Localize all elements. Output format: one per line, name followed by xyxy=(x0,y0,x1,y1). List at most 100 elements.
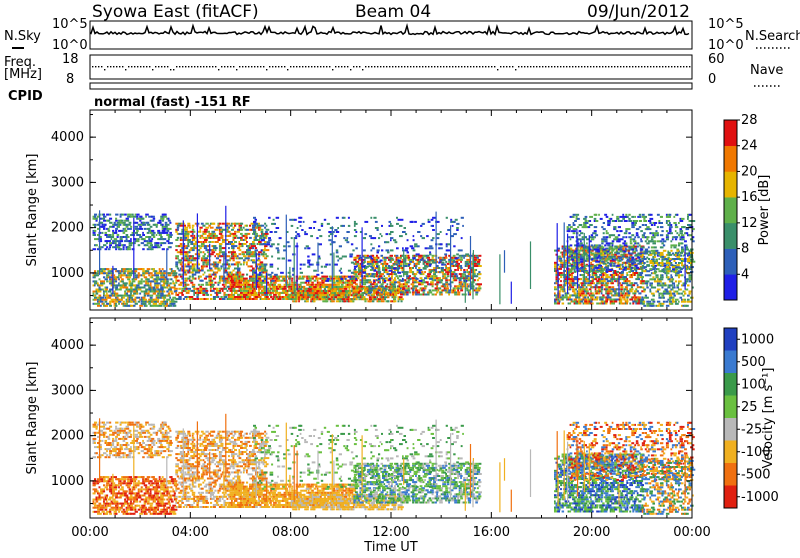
power-cell xyxy=(229,232,233,235)
power-cell xyxy=(234,273,237,276)
power-cell xyxy=(334,286,337,288)
power-cell xyxy=(391,283,393,286)
power-cell xyxy=(163,276,165,279)
power-cell xyxy=(478,265,482,267)
power-cell xyxy=(467,260,471,263)
power-cell xyxy=(157,246,161,249)
freq-point xyxy=(353,66,355,68)
power-cell xyxy=(427,220,431,223)
power-cell xyxy=(237,236,240,239)
power-cell xyxy=(554,270,557,272)
power-cell xyxy=(454,263,457,266)
power-cell xyxy=(252,261,255,264)
power-cell xyxy=(247,251,251,254)
power-cell xyxy=(368,255,372,258)
power-cell xyxy=(557,249,560,252)
power-cell xyxy=(445,245,448,248)
freq-point xyxy=(200,66,202,68)
power-cell xyxy=(232,296,235,298)
power-cell xyxy=(570,286,575,289)
power-cell xyxy=(256,273,259,276)
power-cell xyxy=(351,285,355,288)
power-cell xyxy=(190,289,193,292)
power-cell xyxy=(224,271,228,274)
freq-point xyxy=(395,66,397,68)
power-cell xyxy=(252,224,255,227)
power-cell xyxy=(196,296,199,298)
power-cell xyxy=(358,269,362,272)
power-cell xyxy=(379,281,381,284)
power-cell xyxy=(434,279,437,282)
power-cell xyxy=(390,265,394,268)
power-cell xyxy=(558,272,561,274)
power-cell xyxy=(176,236,180,239)
power-cell xyxy=(440,293,443,296)
power-cell xyxy=(237,255,239,258)
power-cell xyxy=(403,257,406,260)
power-cell xyxy=(460,260,462,263)
power-cell xyxy=(341,255,344,258)
power-cell xyxy=(618,259,622,262)
power-cell xyxy=(148,229,151,232)
power-cell xyxy=(367,294,370,297)
power-cell xyxy=(343,275,346,278)
power-cell xyxy=(157,300,160,303)
power-cell xyxy=(146,242,150,245)
freq-point xyxy=(671,66,673,68)
power-cell xyxy=(194,236,197,239)
power-cell xyxy=(237,283,241,286)
power-cell xyxy=(445,256,448,259)
power-cell xyxy=(605,259,608,262)
power-cell xyxy=(404,258,407,261)
power-cell xyxy=(427,256,430,259)
power-cell xyxy=(596,290,600,293)
power-cell xyxy=(271,277,275,280)
power-cell xyxy=(383,262,388,265)
power-cell xyxy=(382,262,384,265)
power-cell xyxy=(185,234,190,237)
power-cell xyxy=(253,277,256,280)
power-cell xyxy=(184,234,187,237)
power-cell xyxy=(320,290,323,293)
power-cell xyxy=(410,267,413,269)
power-cell xyxy=(173,290,176,293)
power-cell xyxy=(307,298,310,301)
power-cell xyxy=(179,251,183,254)
power-cell xyxy=(379,292,382,295)
power-cell xyxy=(217,269,221,272)
power-cell xyxy=(328,288,331,291)
power-cell xyxy=(404,285,408,288)
power-cell xyxy=(560,288,563,291)
power-cell xyxy=(275,247,279,250)
freq-point xyxy=(536,66,538,68)
power-cell xyxy=(578,290,582,293)
power-cell xyxy=(459,249,463,252)
power-cell xyxy=(264,241,267,243)
power-cell xyxy=(434,275,438,278)
power-cell xyxy=(323,218,327,221)
power-cell xyxy=(576,302,580,305)
power-cell xyxy=(371,289,374,292)
power-cell xyxy=(200,259,203,262)
power-cell xyxy=(370,257,374,260)
power-cell xyxy=(98,240,103,243)
power-cell xyxy=(600,253,603,256)
power-cell xyxy=(241,283,244,286)
power-cell xyxy=(461,273,465,276)
power-cell xyxy=(258,283,261,286)
power-cell xyxy=(128,294,131,297)
power-cell xyxy=(161,272,165,275)
power-cell xyxy=(139,298,142,301)
power-cell xyxy=(209,279,213,282)
power-cell xyxy=(154,270,158,273)
power-cell xyxy=(188,255,191,258)
power-cell xyxy=(573,294,577,297)
power-cell xyxy=(119,240,123,243)
power-cell xyxy=(368,289,372,292)
power-cell xyxy=(107,229,111,232)
power-cell xyxy=(272,218,275,221)
power-cell xyxy=(389,287,392,290)
power-cell xyxy=(276,298,279,300)
power-cell xyxy=(252,287,255,290)
power-cell xyxy=(329,243,332,246)
